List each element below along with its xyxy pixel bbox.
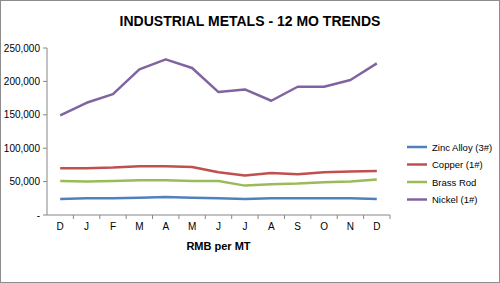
y-tick (43, 215, 47, 216)
y-tick-label: 100,000 (4, 143, 41, 154)
y-tick-label: - (37, 210, 40, 221)
x-tick-label: J (216, 221, 221, 232)
y-tick (43, 148, 47, 149)
series-line (60, 166, 377, 175)
x-tick (205, 215, 206, 219)
x-tick (363, 215, 364, 219)
y-tick (43, 48, 47, 49)
x-tick-label: S (294, 221, 301, 232)
y-tick (43, 181, 47, 182)
x-tick (337, 215, 338, 219)
y-tick-label: 250,000 (4, 43, 41, 54)
x-tick (178, 215, 179, 219)
x-tick (284, 215, 285, 219)
x-tick-label: O (320, 221, 328, 232)
x-tick-label: A (268, 221, 275, 232)
x-tick (99, 215, 100, 219)
x-tick-label: J (84, 221, 89, 232)
x-tick (231, 215, 232, 219)
legend-key (407, 198, 427, 201)
legend-label: Copper (1#) (432, 159, 483, 170)
x-tick-label: D (373, 221, 380, 232)
legend-key (407, 181, 427, 184)
x-tick-label: A (162, 221, 169, 232)
x-tick-label: F (110, 221, 116, 232)
title: INDUSTRIAL METALS - 12 MO TRENDS (120, 13, 381, 29)
legend-key (407, 146, 427, 149)
x-tick (258, 215, 259, 219)
series-line (60, 180, 377, 186)
y-tick (43, 114, 47, 115)
chart-border (1, 1, 500, 283)
plot-lines (60, 59, 377, 199)
x-tick-label: M (135, 221, 143, 232)
x-tick-label: D (57, 221, 64, 232)
y-tick-label: 200,000 (4, 76, 41, 87)
legend-label: Nickel (1#) (432, 194, 477, 205)
y-axis (47, 48, 48, 215)
series-line (60, 197, 377, 199)
x-tick-label: N (347, 221, 354, 232)
y-tick-label: 50,000 (9, 176, 40, 187)
legend-label: Brass Rod (432, 177, 476, 188)
legend-key (407, 163, 427, 166)
x-tick (152, 215, 153, 219)
series-line (60, 59, 377, 115)
x-tick (390, 215, 391, 219)
x-axis (47, 215, 390, 216)
x-tick (310, 215, 311, 219)
x-tick (126, 215, 127, 219)
x-axis-label: RMB per MT (186, 240, 250, 252)
y-tick-label: 150,000 (4, 109, 41, 120)
y-tick (43, 81, 47, 82)
x-tick (73, 215, 74, 219)
legend-label: Zinc Alloy (3#) (432, 142, 492, 153)
x-tick-label: J (242, 221, 247, 232)
x-tick-label: M (188, 221, 196, 232)
